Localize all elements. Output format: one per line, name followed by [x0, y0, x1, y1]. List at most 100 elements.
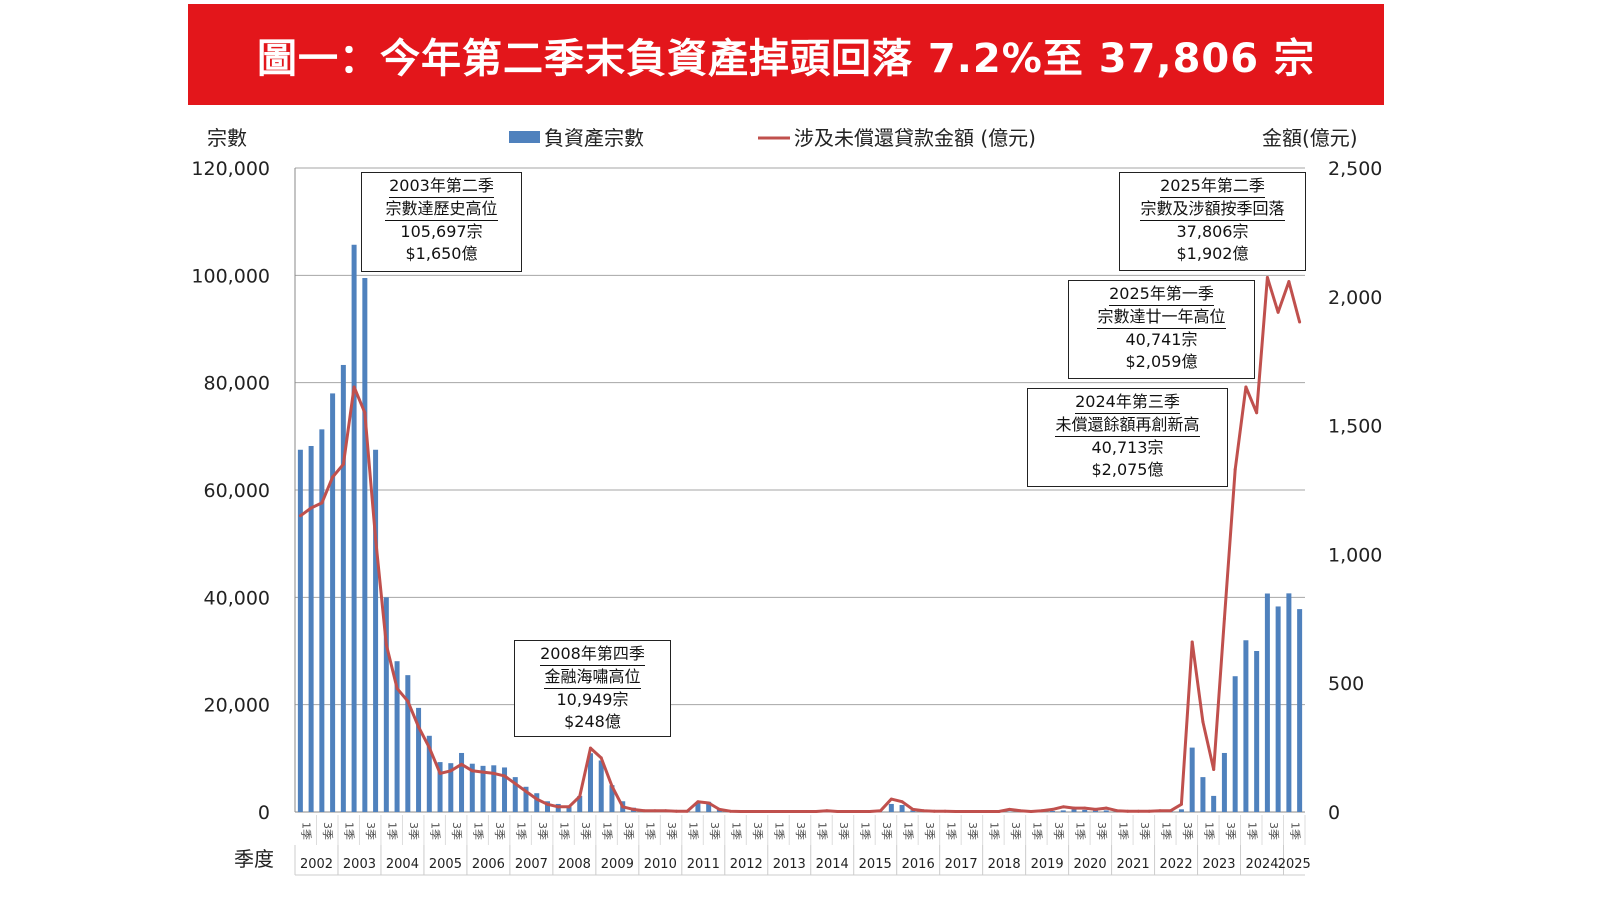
bar-23	[545, 801, 550, 812]
bar-2	[319, 429, 325, 812]
line-point-79	[1147, 809, 1151, 813]
line-point-82	[1179, 802, 1183, 806]
annotation-line: $1,650億	[405, 244, 478, 263]
quarter-label: 3季	[407, 822, 420, 840]
line-point-91	[1276, 310, 1280, 314]
annotation-line: 2008年第四季	[540, 643, 645, 666]
year-label: 2014	[816, 857, 849, 872]
quarter-label: 1季	[858, 822, 871, 840]
bar-29	[609, 785, 615, 812]
bar-93	[1297, 609, 1303, 812]
line-point-28	[599, 756, 603, 760]
bar-91	[1275, 606, 1281, 812]
quarter-label: 3季	[364, 822, 377, 840]
bar-89	[1254, 651, 1260, 812]
quarter-label: 3季	[579, 822, 592, 840]
line-point-88	[1244, 385, 1248, 389]
annotation-line: 宗數達廿一年高位	[1097, 306, 1226, 329]
annotation-line: 40,741宗	[1125, 330, 1198, 349]
line-point-76	[1115, 809, 1119, 813]
bar-25	[566, 806, 572, 812]
line-point-47	[803, 809, 807, 813]
y-left-tick-label: 100,000	[191, 265, 270, 287]
quarter-label: 1季	[1202, 822, 1215, 840]
line-point-29	[610, 784, 614, 788]
bar-14	[448, 763, 454, 812]
year-label: 2020	[1074, 857, 1107, 872]
bar-4	[340, 364, 346, 812]
year-label: 2025	[1278, 857, 1311, 872]
line-point-73	[1083, 806, 1087, 810]
quarter-label: 1季	[773, 822, 786, 840]
line-point-10	[406, 699, 410, 703]
annotation-2008q4: 2008年第四季 金融海嘯高位 10,949宗 $248億	[514, 640, 671, 737]
line-point-58	[922, 809, 926, 813]
annotation-line: 宗數達歷史高位	[385, 198, 498, 221]
line-point-84	[1201, 720, 1205, 724]
year-label: 2021	[1117, 857, 1150, 872]
line-point-32	[642, 809, 646, 813]
year-label: 2024	[1245, 857, 1278, 872]
bar-27	[587, 753, 593, 812]
bar-57	[910, 810, 916, 812]
bar-18	[491, 765, 497, 812]
line-point-16	[470, 769, 474, 773]
bar-75	[1103, 810, 1109, 812]
year-label: 2018	[988, 857, 1021, 872]
line-point-51	[846, 809, 850, 813]
annotation-line: 未償還餘額再創新高	[1055, 414, 1200, 437]
bar-90	[1264, 593, 1270, 812]
line-point-11	[417, 725, 421, 729]
line-point-62	[965, 809, 969, 813]
line-point-56	[900, 800, 904, 804]
chart-title: 圖一：今年第二季末負資產掉頭回落 7.2%至 37,806 宗	[256, 35, 1316, 82]
line-point-66	[1008, 807, 1012, 811]
line-point-54	[879, 809, 883, 813]
bar-82	[1178, 809, 1184, 812]
line-point-48	[814, 809, 818, 813]
quarter-label: 1季	[429, 822, 442, 840]
quarter-label: 1季	[815, 822, 828, 840]
quarter-label: 1季	[1288, 822, 1301, 840]
line-point-38	[707, 801, 711, 805]
quarter-label: 1季	[558, 822, 571, 840]
bar-21	[523, 786, 529, 812]
quarter-label: 1季	[730, 822, 743, 840]
bar-19	[502, 767, 508, 812]
line-point-49	[825, 809, 829, 813]
bar-86	[1221, 752, 1227, 812]
chart-title-bar: 圖一：今年第二季末負資產掉頭回落 7.2%至 37,806 宗	[188, 4, 1384, 105]
line-point-41	[739, 809, 743, 813]
quarter-label: 3季	[450, 822, 463, 840]
line-point-15	[460, 762, 464, 766]
annotation-2024q3: 2024年第三季 未償還餘額再創新高 40,713宗 $2,075億	[1027, 388, 1228, 487]
bar-84	[1200, 777, 1206, 812]
line-point-60	[943, 809, 947, 813]
line-point-22	[535, 797, 539, 801]
line-point-34	[664, 809, 668, 813]
year-label: 2008	[558, 857, 591, 872]
line-point-21	[524, 789, 528, 793]
quarter-label: 1季	[1159, 822, 1172, 840]
line-point-23	[546, 802, 549, 806]
annotation-2003q2: 2003年第二季 宗數達歷史高位 105,697宗 $1,650億	[361, 172, 522, 272]
line-point-12	[427, 746, 431, 750]
year-label: 2013	[773, 857, 806, 872]
bar-0	[297, 449, 303, 812]
line-point-20	[513, 782, 517, 786]
line-point-71	[1061, 805, 1065, 809]
legend-line-label: 涉及未償還貸款金額 (億元)	[794, 126, 1036, 150]
quarter-label: 1季	[687, 822, 700, 840]
annotation-line: 2025年第二季	[1160, 175, 1265, 198]
annotation-line: $248億	[564, 712, 621, 731]
quarter-label: 3季	[923, 822, 936, 840]
quarter-label: 1季	[1073, 822, 1086, 840]
line-point-17	[481, 770, 485, 774]
y-right-tick-label: 0	[1328, 802, 1340, 824]
line-point-7	[374, 537, 378, 541]
annotation-2025q2: 2025年第二季 宗數及涉額按季回落 37,806宗 $1,902億	[1119, 172, 1306, 271]
bar-88	[1243, 640, 1249, 812]
quarter-label: 3季	[837, 822, 850, 840]
line-point-36	[685, 809, 689, 813]
